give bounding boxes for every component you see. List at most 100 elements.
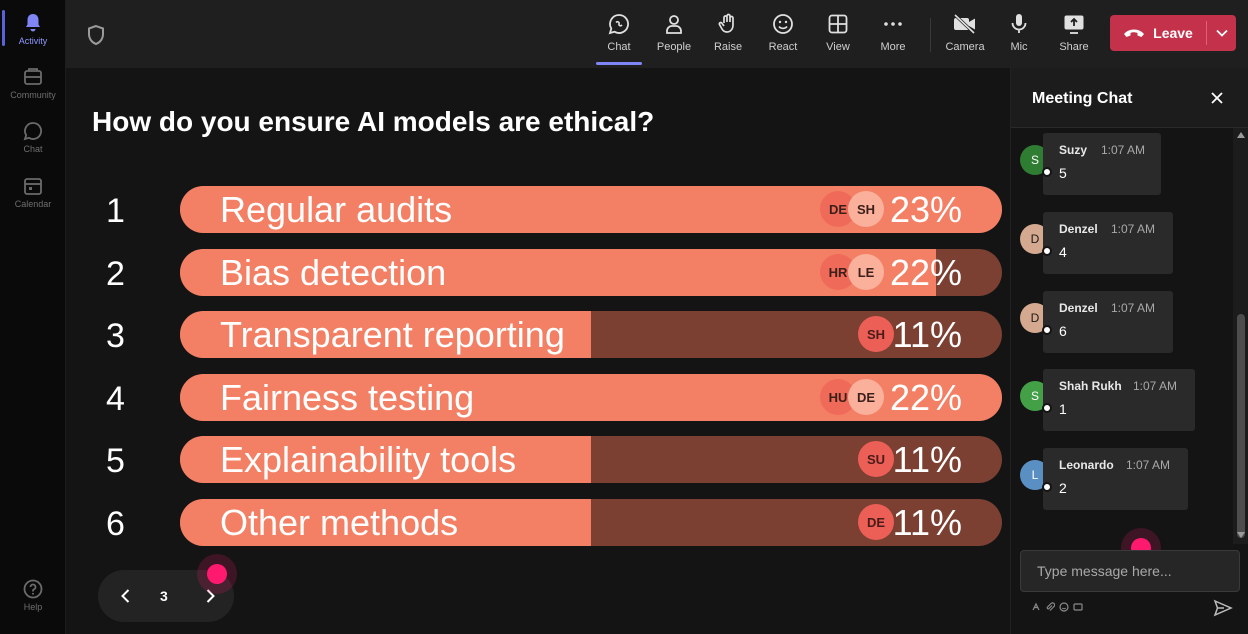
option-number: 3: [106, 317, 125, 355]
chat-icon: [23, 122, 42, 141]
react-button-label: React: [768, 41, 798, 53]
chevron-right-icon[interactable]: [200, 586, 220, 606]
grid-icon: [828, 14, 848, 34]
active-tab-indicator: [596, 62, 642, 65]
raise-hand-button[interactable]: Raise: [700, 12, 756, 62]
chat-button-label: Chat: [607, 41, 631, 53]
message-bubble: Denzel 1:07 AM 6: [1043, 291, 1173, 353]
poll-option-3[interactable]: 3 Transparent reporting SH 11%: [66, 311, 1010, 359]
calendar-icon: [24, 178, 42, 195]
chevron-left-icon[interactable]: [116, 586, 136, 606]
people-icon: [666, 15, 682, 34]
message-time: 1:07 AM: [1111, 301, 1156, 315]
option-percentage: 11%: [892, 314, 962, 355]
raise-button-label: Raise: [713, 41, 743, 53]
chat-title: Meeting Chat: [1032, 90, 1133, 107]
shield-icon[interactable]: [86, 24, 106, 46]
share-button[interactable]: Share: [1046, 12, 1102, 62]
rail-item-chat[interactable]: Chat: [0, 120, 66, 154]
poll-option-1[interactable]: 1 Regular audits DE SH 23%: [66, 186, 1010, 234]
sender-name: Denzel: [1059, 222, 1098, 236]
app-rail: Activity Community Chat Calendar Help: [0, 0, 66, 634]
option-bar: Regular audits DE SH 23%: [180, 186, 1002, 233]
camera-button[interactable]: Camera: [937, 12, 993, 62]
sender-name: Denzel: [1059, 301, 1098, 315]
people-button[interactable]: People: [646, 12, 702, 62]
leave-options-dropdown[interactable]: [1207, 15, 1236, 51]
pointer-indicator: [207, 564, 227, 584]
voter-avatar: SH: [848, 191, 884, 227]
poll-option-4[interactable]: 4 Fairness testing HU DE 22%: [66, 374, 1010, 422]
toolbar-divider: [930, 18, 931, 52]
more-button-label: More: [880, 41, 906, 53]
option-label: Bias detection: [220, 252, 447, 293]
option-label: Transparent reporting: [220, 314, 565, 355]
message-input-container: [1020, 550, 1240, 592]
send-icon[interactable]: [1213, 598, 1233, 618]
poll-panel: How do you ensure AI models are ethical?…: [66, 68, 1010, 634]
voter-avatar: SU: [858, 441, 894, 477]
poll-option-2[interactable]: 2 Bias detection HR LE 22%: [66, 249, 1010, 297]
mic-icon: [1011, 14, 1027, 33]
meeting-toolbar: Chat People Raise React View More Camera…: [66, 0, 1248, 68]
chat-scrollbar[interactable]: [1233, 128, 1248, 544]
scroll-down-icon[interactable]: [1237, 532, 1245, 538]
emoji-icon[interactable]: [1059, 602, 1069, 612]
more-button[interactable]: More: [865, 12, 921, 62]
message-bubble: Leonardo 1:07 AM 2: [1043, 448, 1188, 510]
format-icon[interactable]: [1031, 602, 1041, 612]
rail-active-indicator: [2, 10, 5, 46]
message-bubble: Suzy 1:07 AM 5: [1043, 133, 1161, 195]
scroll-thumb[interactable]: [1237, 314, 1245, 538]
rail-item-help[interactable]: Help: [0, 578, 66, 612]
mic-button-label: Mic: [1010, 41, 1028, 53]
option-label: Other methods: [220, 502, 459, 543]
scroll-up-icon[interactable]: [1237, 132, 1245, 138]
option-label: Regular audits: [220, 189, 453, 230]
message-text: 4: [1059, 244, 1067, 260]
option-bar: Fairness testing HU DE 22%: [180, 374, 1002, 421]
voter-avatar: SH: [858, 316, 894, 352]
camera-off-icon: [953, 13, 976, 35]
chat-button[interactable]: Chat: [591, 12, 647, 62]
leave-main[interactable]: Leave: [1110, 15, 1206, 51]
option-fill: [180, 311, 591, 358]
message-text: 6: [1059, 323, 1067, 339]
message-time: 1:07 AM: [1133, 379, 1178, 393]
option-fill: [180, 249, 937, 296]
rail-item-community[interactable]: Community: [0, 66, 66, 100]
option-percentage: 22%: [889, 377, 962, 418]
message-bubble: Denzel 1:07 AM 4: [1043, 212, 1173, 274]
rail-label: Help: [23, 602, 43, 612]
option-bar: Transparent reporting SH 11%: [180, 311, 1002, 358]
meeting-chat-panel: Meeting Chat S Suzy 1:07 AM 5 D Denzel 1…: [1010, 68, 1248, 634]
option-number: 1: [106, 192, 125, 230]
people-button-label: People: [656, 41, 692, 53]
react-button[interactable]: React: [755, 12, 811, 62]
close-icon[interactable]: [1209, 90, 1225, 106]
message-input[interactable]: [1021, 551, 1239, 591]
rail-label: Chat: [23, 144, 43, 154]
rail-item-calendar[interactable]: Calendar: [0, 175, 66, 209]
voter-avatar: HU: [820, 379, 856, 415]
message-time: 1:07 AM: [1101, 143, 1146, 157]
gif-icon[interactable]: [1073, 602, 1083, 612]
sender-name: Suzy: [1059, 143, 1088, 157]
help-icon: [23, 579, 43, 599]
chat-header: Meeting Chat: [1011, 68, 1248, 128]
presence-dot: [1042, 325, 1052, 335]
community-icon: [24, 68, 42, 85]
leave-button[interactable]: Leave: [1110, 15, 1236, 51]
option-number: 2: [106, 255, 125, 293]
attach-icon[interactable]: [1045, 602, 1055, 612]
mic-button[interactable]: Mic: [991, 12, 1047, 62]
view-button[interactable]: View: [810, 12, 866, 62]
poll-option-5[interactable]: 5 Explainability tools SU 11%: [66, 436, 1010, 484]
camera-button-label: Camera: [945, 41, 985, 53]
chevron-down-icon: [1215, 29, 1228, 37]
option-percentage: 23%: [889, 189, 962, 230]
rail-item-activity[interactable]: Activity: [0, 12, 66, 46]
rail-label: Activity: [18, 36, 48, 46]
sender-name: Leonardo: [1059, 458, 1114, 472]
poll-option-6[interactable]: 6 Other methods DE 11%: [66, 499, 1010, 547]
